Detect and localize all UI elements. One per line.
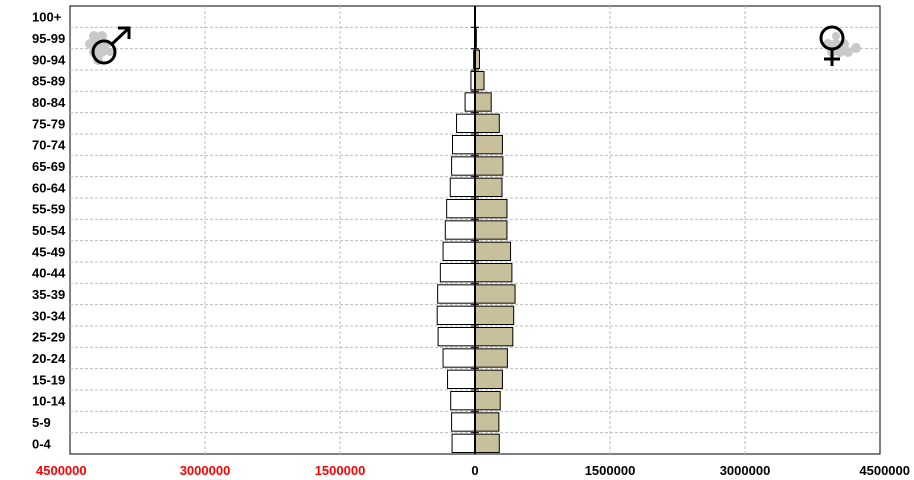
y-tick-label: 55-59 <box>32 202 65 217</box>
female-bar-85-89 <box>474 71 485 91</box>
male-bar-20-24 <box>442 348 476 368</box>
center-axis <box>471 5 479 455</box>
female-bar-5-9 <box>474 412 500 432</box>
y-tick-label: 75-79 <box>32 116 65 131</box>
female-bar-60-64 <box>474 177 503 198</box>
female-bar-35-39 <box>474 284 516 304</box>
female-bar-50-54 <box>474 220 508 240</box>
male-bar-60-64 <box>449 177 476 198</box>
y-tick-label: 100+ <box>32 10 62 25</box>
y-tick-label: 35-39 <box>32 287 65 302</box>
male-bar-30-34 <box>436 305 476 325</box>
x-tick-label: 1500000 <box>585 463 636 478</box>
x-tick-labels: 4500000 3000000 1500000 0 1500000 3000000 4500… <box>36 463 910 478</box>
y-tick-label: 50-54 <box>32 223 66 238</box>
female-bar-45-49 <box>474 241 512 262</box>
x-tick-label: 3000000 <box>180 463 231 478</box>
male-bar-15-19 <box>447 369 476 389</box>
male-bar-40-44 <box>439 263 476 283</box>
male-bar-70-74 <box>452 135 476 155</box>
bars <box>436 28 516 453</box>
y-tick-label: 45-49 <box>32 244 65 259</box>
female-bar-10-14 <box>474 391 501 411</box>
y-tick-label: 10-14 <box>32 394 66 409</box>
female-bar-65-69 <box>474 156 504 176</box>
female-bar-75-79 <box>474 113 500 133</box>
female-symbol-icon <box>819 25 861 66</box>
male-bar-80-84 <box>464 92 476 112</box>
y-tick-label: 70-74 <box>32 138 66 153</box>
female-bar-40-44 <box>474 263 513 283</box>
x-tick-label: 1500000 <box>315 463 366 478</box>
y-tick-label: 30-34 <box>32 308 66 323</box>
female-bar-20-24 <box>474 348 508 368</box>
y-tick-label: 80-84 <box>32 95 66 110</box>
y-tick-label: 90-94 <box>32 52 66 67</box>
y-tick-label: 25-29 <box>32 330 65 345</box>
y-tick-label: 95-99 <box>32 31 65 46</box>
y-tick-label: 40-44 <box>32 266 66 281</box>
male-bar-10-14 <box>450 391 476 411</box>
y-tick-labels: 0-4 5-9 10-14 15-19 20-24 25-29 30-34 35-39 40-4… <box>32 10 66 452</box>
y-tick-label: 65-69 <box>32 159 65 174</box>
male-bar-35-39 <box>437 284 476 304</box>
female-bar-55-59 <box>474 199 508 219</box>
y-tick-label: 15-19 <box>32 372 65 387</box>
male-bar-45-49 <box>442 241 476 262</box>
y-tick-label: 60-64 <box>32 180 66 195</box>
female-bar-0-4 <box>474 433 500 453</box>
male-bar-0-4 <box>451 433 476 453</box>
male-bar-25-29 <box>437 327 476 347</box>
y-tick-label: 85-89 <box>32 74 65 89</box>
male-bar-75-79 <box>456 113 476 133</box>
female-bar-30-34 <box>474 305 515 325</box>
x-tick-label: 4500000 <box>36 463 87 478</box>
female-bar-80-84 <box>474 92 492 112</box>
x-tick-label: 3000000 <box>720 463 771 478</box>
female-bar-15-19 <box>474 369 503 389</box>
female-bar-70-74 <box>474 135 503 155</box>
male-bar-5-9 <box>451 412 476 432</box>
female-bar-25-29 <box>474 327 514 347</box>
x-tick-label: 4500000 <box>859 463 910 478</box>
male-bar-65-69 <box>451 156 476 176</box>
y-tick-label: 20-24 <box>32 351 66 366</box>
male-symbol-icon <box>85 26 131 65</box>
y-tick-label: 5-9 <box>32 415 51 430</box>
male-bar-55-59 <box>446 199 476 219</box>
y-tick-label: 0-4 <box>32 436 52 451</box>
male-bar-50-54 <box>444 220 476 240</box>
x-tick-label: 0 <box>471 463 478 478</box>
